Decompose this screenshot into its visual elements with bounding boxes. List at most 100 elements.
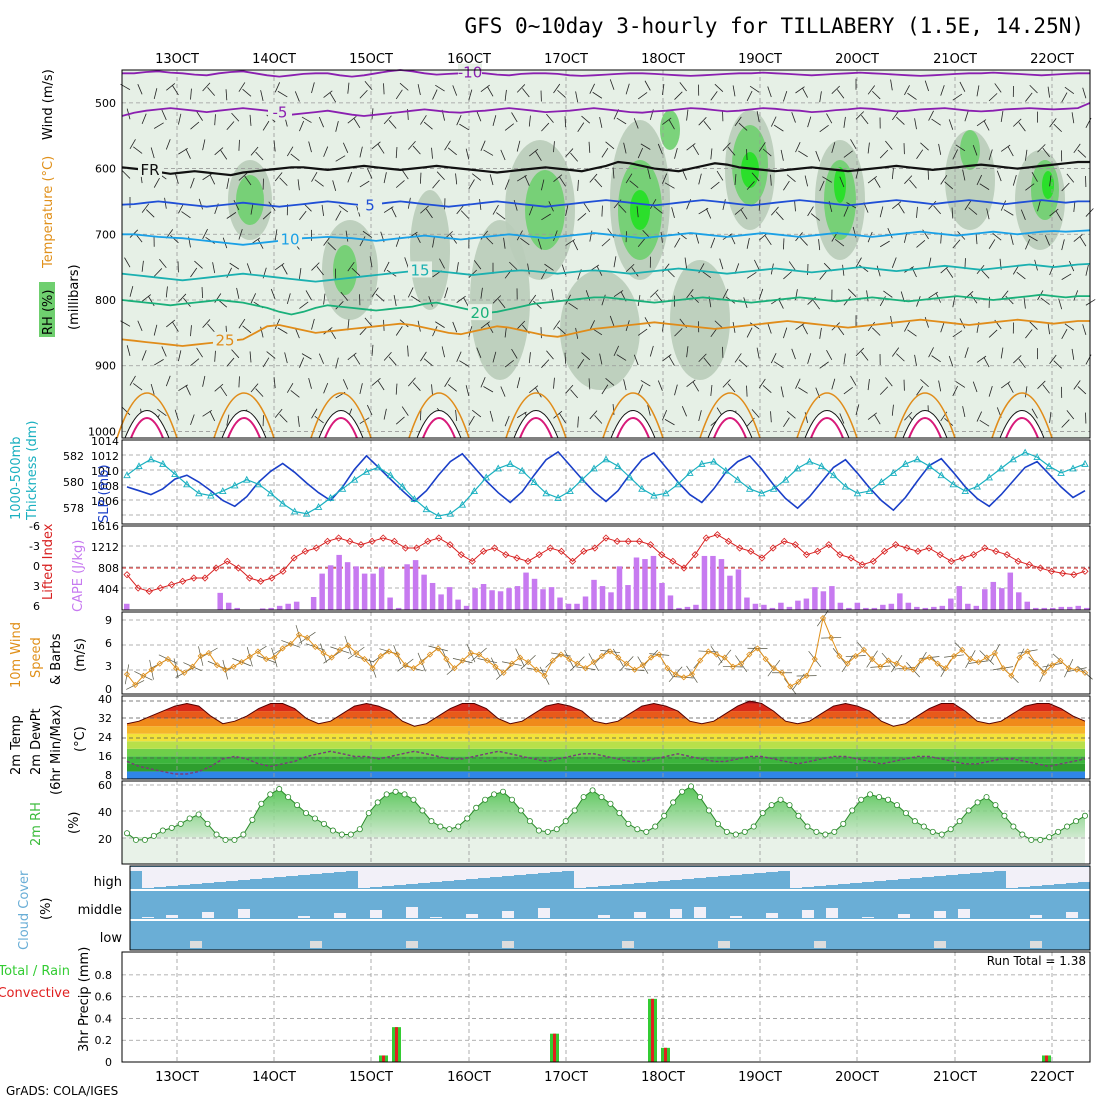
wind-barb (231, 112, 240, 122)
wind-barb (129, 139, 136, 150)
rh-point (482, 796, 489, 803)
cape-bar (880, 604, 886, 610)
wind-barb (1000, 110, 1004, 122)
wind-barb (415, 232, 421, 244)
rh-point (168, 824, 175, 831)
cape-bar (846, 607, 852, 610)
wind-barb (938, 143, 942, 155)
wind-barb (484, 236, 494, 245)
wind-speed-point (443, 656, 450, 663)
cloud-low-gap (934, 941, 946, 948)
wind-barb (220, 386, 228, 397)
wind-barb (601, 147, 609, 158)
rh-point (1010, 823, 1017, 830)
wind-barb (183, 297, 191, 307)
lifted-point (791, 541, 799, 549)
wind-barb (202, 319, 211, 328)
wind-barb (165, 286, 168, 298)
thickness-point (326, 493, 335, 501)
rh-contour-fill (410, 190, 450, 310)
wind-barb (364, 317, 373, 327)
wind-barb (483, 149, 494, 156)
rh-point (231, 836, 238, 843)
wind-barb (476, 110, 482, 122)
precip-label-2: Convective (0, 986, 70, 1001)
cloud-mid-gap (934, 911, 946, 918)
wind-barb (959, 81, 966, 92)
lifted-point (713, 531, 721, 539)
cape-bar (939, 605, 946, 610)
wind-barb (435, 321, 445, 328)
wind-barb (153, 359, 164, 366)
wind-barb (366, 404, 373, 416)
wind-barb (662, 320, 665, 332)
precip-ytick: 0.6 (95, 991, 113, 1004)
wind-barb (347, 261, 355, 272)
wind-barb (214, 147, 224, 156)
cloud-high-gap (322, 867, 334, 873)
wind-barb (274, 229, 278, 241)
wind-barb (260, 90, 264, 101)
lifted-point (1070, 571, 1078, 579)
wind-barb (238, 228, 243, 240)
wind-speed-point (525, 659, 532, 666)
wind-barb (1061, 92, 1068, 103)
wind-barb (867, 379, 870, 391)
wind-barb (153, 324, 158, 336)
wind-barb (701, 270, 712, 278)
cape-bar (778, 602, 784, 610)
thickness-point (314, 502, 323, 510)
rh-point (249, 816, 256, 823)
date-label-top: 21OCT (933, 52, 977, 67)
cloud-low-gap (406, 941, 418, 948)
rh-point (374, 799, 381, 806)
wind-speed-point (909, 666, 917, 673)
wind-barb (516, 377, 521, 389)
wind-barb (976, 355, 987, 363)
cloud-mid-gap (406, 907, 418, 918)
lifted-point (992, 547, 1000, 555)
thickness-point (877, 478, 886, 485)
wind-barb (1027, 235, 1038, 242)
cloud-high-gap (178, 867, 190, 885)
wind-barb (788, 261, 796, 271)
wind-speed-point (451, 665, 458, 672)
wind-barb (914, 354, 917, 366)
wind-barb (423, 358, 433, 367)
wind-barb (1085, 264, 1089, 276)
rh-point (634, 826, 641, 833)
wind-barb (588, 141, 591, 153)
wind-barb (1000, 290, 1009, 300)
wind-barb (861, 351, 869, 361)
wind-barb (955, 381, 966, 388)
wind-barb (274, 262, 285, 271)
lifted-point (903, 544, 911, 552)
rh-point (535, 827, 542, 834)
temp-band (127, 771, 1085, 779)
cloud-mid-gap (538, 908, 550, 918)
rh-point (965, 807, 972, 814)
wind-barb (890, 316, 893, 328)
wind-barb (716, 170, 724, 181)
lifted-point (892, 541, 900, 549)
isotherm-label-bg (468, 304, 492, 321)
wind-barb (964, 347, 969, 358)
wind-barb (231, 349, 240, 359)
wind-barb (528, 294, 537, 305)
cape-bar (319, 573, 325, 610)
wind-barb (257, 238, 264, 249)
date-label-top: 13OCT (155, 52, 199, 67)
cape-bar (786, 606, 793, 610)
wind-speed-point (222, 666, 229, 673)
wind-speed-point (967, 656, 974, 663)
wind-barb (879, 149, 889, 159)
lifted-point (357, 541, 365, 549)
cloud-high-gap (526, 867, 538, 874)
wind-barb (161, 346, 167, 357)
lifted-line (126, 534, 1086, 592)
rh-point (392, 788, 399, 795)
lifted-ytick: 3 (33, 580, 40, 593)
wind-barb (907, 329, 917, 337)
wind-barb (126, 345, 131, 356)
cape-bar (344, 562, 351, 610)
